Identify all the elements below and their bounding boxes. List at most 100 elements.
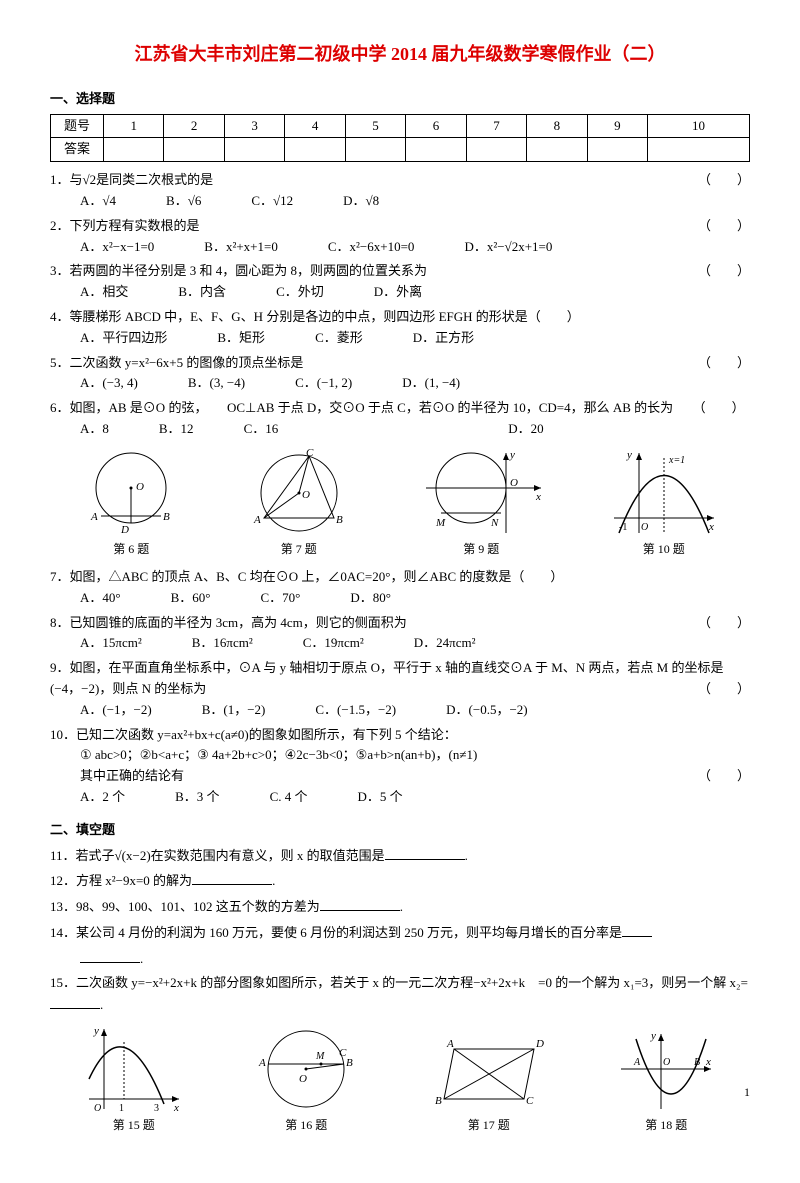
question-text: 7．如图，△ABC 的顶点 A、B、C 均在⊙O 上，∠0AC=20°，则∠AB… — [50, 567, 750, 588]
question-15: 15．二次函数 y=−x²+2x+k 的部分图象如图所示，若关于 x 的一元二次… — [50, 973, 750, 1016]
figure-6: OABD 第 6 题 — [81, 448, 181, 559]
option-d: D．5 个 — [357, 787, 402, 808]
option-d: D．80° — [350, 588, 391, 609]
option-a: A．15πcm² — [80, 633, 142, 654]
question-text: 10．已知二次函数 y=ax²+bx+c(a≠0)的图象如图所示，有下列 5 个… — [50, 725, 750, 746]
question-5: 5．二次函数 y=x²−6x+5 的图像的顶点坐标是（ ） A．(−3, 4) B… — [50, 353, 750, 395]
option-c: C．菱形 — [315, 328, 363, 349]
row-label: 答案 — [51, 138, 104, 162]
option-d: D．(−0.5，−2) — [446, 700, 527, 721]
fill-blank[interactable] — [320, 896, 400, 911]
svg-text:B: B — [163, 511, 170, 523]
svg-text:3: 3 — [154, 1103, 159, 1114]
svg-text:O: O — [302, 489, 310, 501]
figure-9: yxOMN 第 9 题 — [416, 448, 546, 559]
svg-text:B: B — [694, 1057, 700, 1068]
question-6: 6．如图，AB 是⊙O 的弦， OC⊥AB 于点 D，交⊙O 于点 C，若⊙O … — [50, 398, 750, 440]
option-a: A．8 — [80, 419, 109, 440]
option-a: A．(−3, 4) — [80, 373, 138, 394]
svg-text:A: A — [90, 511, 98, 523]
option-d: D．24πcm² — [414, 633, 476, 654]
svg-text:N: N — [490, 517, 499, 529]
svg-text:A: A — [446, 1038, 454, 1050]
question-text: 2．下列方程有实数根的是（ ） — [50, 216, 750, 237]
option-b: B．(3, −4) — [188, 373, 245, 394]
question-text: 3．若两圆的半径分别是 3 和 4，圆心距为 8，则两圆的位置关系为（ ） — [50, 261, 750, 282]
figures-row-2: yxO13 第 15 题 OABCM 第 16 题 ADBC 第 17 题 yx… — [50, 1024, 750, 1135]
table-row: 题号 12345678910 — [51, 114, 750, 138]
svg-text:O: O — [641, 522, 648, 533]
option-b: B．12 — [159, 419, 194, 440]
svg-text:M: M — [315, 1051, 325, 1062]
svg-text:x=1: x=1 — [668, 455, 685, 466]
fill-blank[interactable] — [192, 870, 272, 885]
svg-text:-1: -1 — [619, 522, 627, 533]
section2-header: 二、填空题 — [50, 820, 750, 841]
fill-blank[interactable] — [385, 845, 465, 860]
question-text: 6．如图，AB 是⊙O 的弦， OC⊥AB 于点 D，交⊙O 于点 C，若⊙O … — [50, 398, 750, 419]
question-text: 5．二次函数 y=x²−6x+5 的图像的顶点坐标是（ ） — [50, 353, 750, 374]
option-a: A．平行四边形 — [80, 328, 167, 349]
question-14: 14．某公司 4 月份的利润为 160 万元，要使 6 月份的利润达到 250 … — [50, 922, 750, 944]
fill-blank[interactable] — [50, 994, 100, 1009]
table-row: 答案 — [51, 138, 750, 162]
question-text: 8．已知圆锥的底面的半径为 3cm，高为 4cm，则它的侧面积为（ ） — [50, 613, 750, 634]
figure-10: yxx=1-1O 第 10 题 — [609, 448, 719, 559]
option-b: B．√6 — [166, 191, 201, 212]
option-b: B．3 个 — [175, 787, 219, 808]
option-b: B．16πcm² — [192, 633, 253, 654]
question-text: ① abc>0；②b<a+c；③ 4a+2b+c>0；④2c−3b<0；⑤a+b… — [50, 745, 750, 766]
figure-15: yxO13 第 15 题 — [84, 1024, 184, 1135]
question-11: 11．若式子√(x−2)在实数范围内有意义，则 x 的取值范围是. — [50, 845, 750, 867]
figure-16: OABCM 第 16 题 — [251, 1024, 361, 1135]
option-a: A．(−1，−2) — [80, 700, 152, 721]
option-d: D．20 — [508, 419, 543, 440]
option-d: D．x²−√2x+1=0 — [464, 237, 552, 258]
option-b: B．x²+x+1=0 — [204, 237, 278, 258]
option-b: B．(1，−2) — [202, 700, 266, 721]
option-c: C．16 — [244, 419, 279, 440]
figures-row-1: OABD 第 6 题 OABC 第 7 题 yxOMN 第 9 题 yxx=1-… — [50, 448, 750, 559]
svg-text:y: y — [93, 1025, 99, 1037]
svg-text:A: A — [633, 1057, 641, 1068]
svg-text:A: A — [253, 514, 261, 526]
fill-blank[interactable] — [80, 948, 140, 963]
svg-text:C: C — [306, 448, 314, 459]
fill-blank[interactable] — [622, 922, 652, 937]
option-c: C．√12 — [251, 191, 293, 212]
svg-text:O: O — [94, 1103, 101, 1114]
question-7: 7．如图，△ABC 的顶点 A、B、C 均在⊙O 上，∠0AC=20°，则∠AB… — [50, 567, 750, 609]
option-d: D．外离 — [374, 282, 422, 303]
option-a: A．40° — [80, 588, 121, 609]
page-title: 江苏省大丰市刘庄第二初级中学 2014 届九年级数学寒假作业（二） — [50, 40, 750, 69]
svg-text:y: y — [509, 449, 515, 461]
svg-text:O: O — [299, 1073, 307, 1085]
svg-text:O: O — [510, 477, 518, 489]
answer-table: 题号 12345678910 答案 — [50, 114, 750, 163]
svg-text:y: y — [626, 449, 632, 461]
svg-text:D: D — [535, 1038, 544, 1050]
svg-text:y: y — [650, 1030, 656, 1042]
option-c: C．外切 — [276, 282, 324, 303]
page-number: 1 — [744, 1083, 750, 1102]
option-a: A．x²−x−1=0 — [80, 237, 154, 258]
option-c: C．19πcm² — [303, 633, 364, 654]
option-a: A．2 个 — [80, 787, 125, 808]
option-a: A．相交 — [80, 282, 128, 303]
svg-text:x: x — [173, 1102, 179, 1114]
svg-text:x: x — [708, 521, 714, 533]
option-a: A．√4 — [80, 191, 116, 212]
option-d: D．√8 — [343, 191, 379, 212]
question-13: 13．98、99、100、101、102 这五个数的方差为. — [50, 896, 750, 918]
question-8: 8．已知圆锥的底面的半径为 3cm，高为 4cm，则它的侧面积为（ ） A．15… — [50, 613, 750, 655]
question-1: 1．与√2是同类二次根式的是（ ） A．√4 B．√6 C．√12 D．√8 — [50, 170, 750, 212]
circle-icon: OABD — [81, 448, 181, 538]
question-14-blank: . — [50, 948, 750, 970]
svg-text:C: C — [339, 1047, 347, 1059]
svg-text:A: A — [258, 1057, 266, 1069]
axes-icon: yxOMN — [416, 448, 546, 538]
question-text: 1．与√2是同类二次根式的是（ ） — [50, 170, 750, 191]
option-c: C．(−1.5，−2) — [315, 700, 396, 721]
option-d: D．正方形 — [413, 328, 474, 349]
question-2: 2．下列方程有实数根的是（ ） A．x²−x−1=0B．x²+x+1=0C．x²… — [50, 216, 750, 258]
